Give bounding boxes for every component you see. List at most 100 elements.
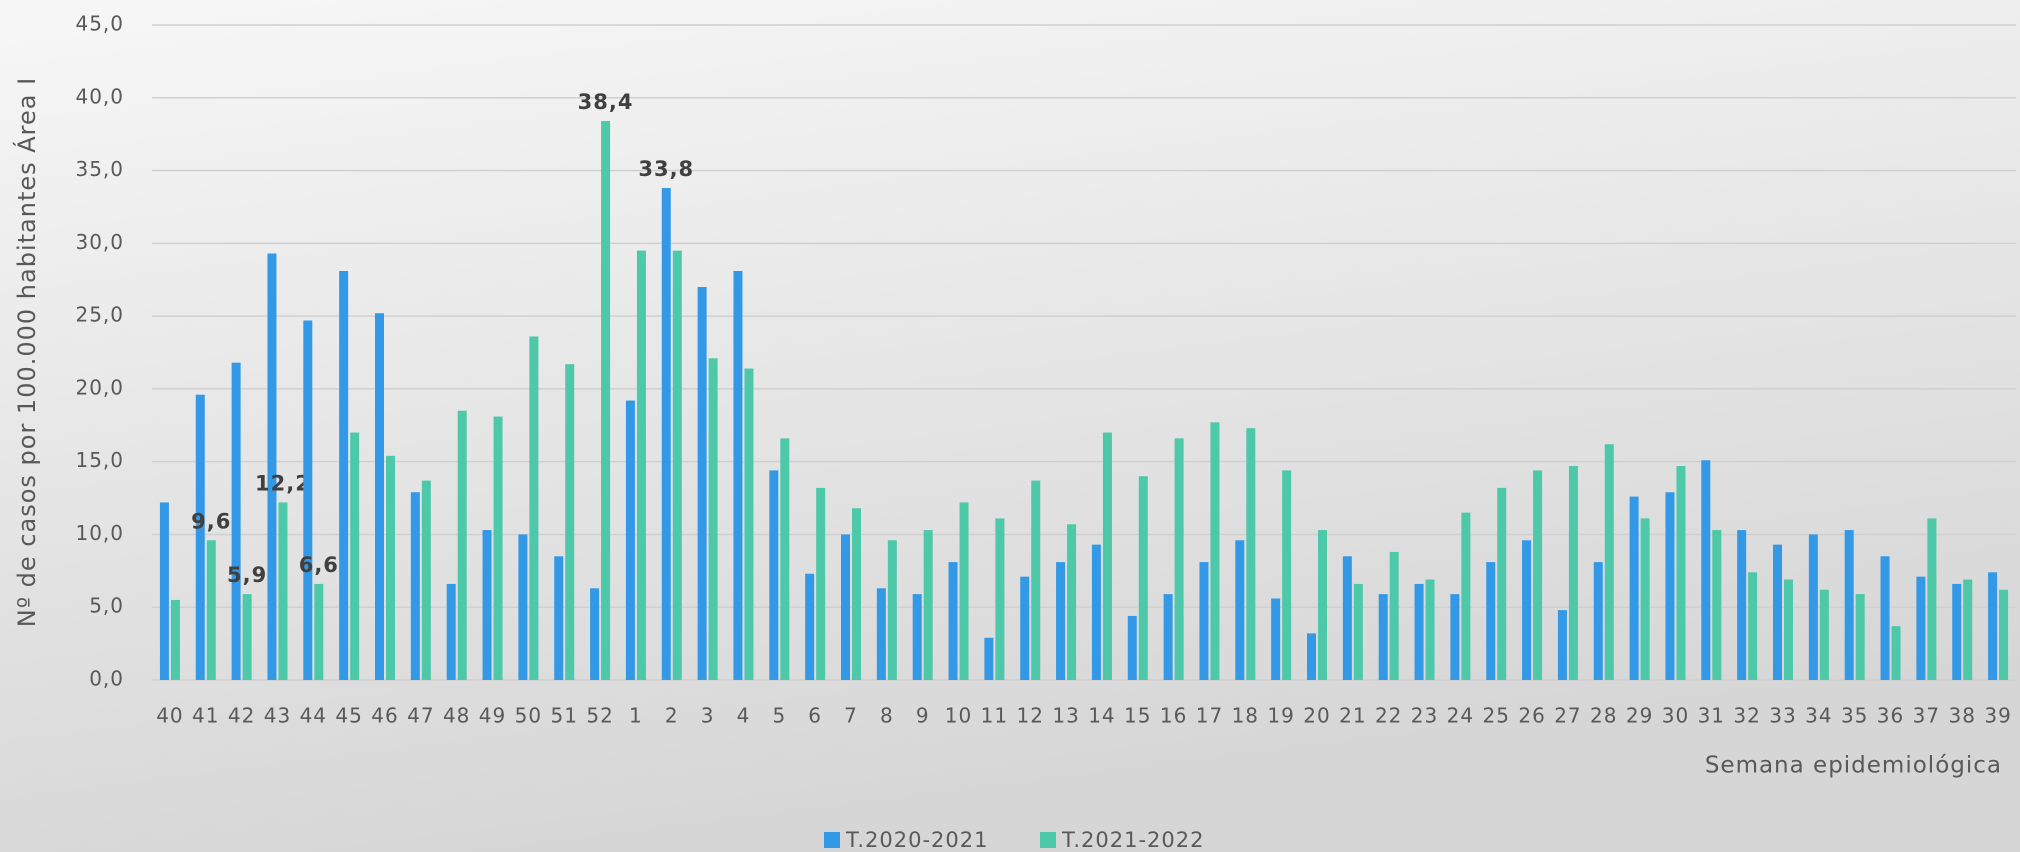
bar [339,270,349,680]
bar [1557,610,1567,680]
y-tick-label: 45,0 [75,12,124,36]
x-tick-label: 49 [479,704,506,728]
x-tick-label: 37 [1913,704,1940,728]
x-tick-label: 8 [880,704,894,728]
x-tick-label: 46 [371,704,398,728]
bar [1091,544,1101,680]
x-tick-label: 21 [1339,704,1366,728]
bar [1891,626,1901,680]
data-label: 5,9 [227,563,267,587]
y-tick-label: 25,0 [75,303,124,327]
bar [1880,556,1890,680]
bar [1235,540,1245,680]
x-tick-label: 11 [981,704,1008,728]
bar [314,583,324,680]
x-tick-label: 45 [335,704,362,728]
bar [1522,540,1532,680]
bar [816,487,826,680]
bar [636,250,646,680]
bar [1056,562,1066,680]
bar [195,394,205,680]
bar [1425,579,1435,680]
bar [1819,589,1829,680]
bar [1497,487,1507,680]
legend-swatch [1040,832,1056,848]
x-tick-label: 14 [1088,704,1115,728]
data-label: 9,6 [191,509,231,533]
x-tick-label: 15 [1124,704,1151,728]
bar [386,455,395,680]
x-axis-title: Semana epidemiológica [1705,753,2002,779]
bar [708,358,718,680]
x-tick-label: 41 [192,704,219,728]
bar [1927,518,1937,680]
bar [1378,594,1388,680]
x-tick-label: 48 [443,704,470,728]
x-tick-label: 27 [1554,704,1581,728]
x-tick-label: 17 [1196,704,1223,728]
bar [170,599,180,680]
bar [278,502,288,680]
x-tick-label: 44 [300,704,327,728]
bar [1963,579,1973,680]
x-tick-label: 7 [844,704,858,728]
bar [350,432,360,680]
x-tick-label: 25 [1483,704,1510,728]
x-tick-label: 42 [228,704,255,728]
bar [206,540,216,680]
bar [841,534,850,680]
bar [1784,579,1793,680]
bar [733,270,743,680]
x-tick-label: 40 [156,704,183,728]
bar [1952,583,1962,680]
bar [959,502,969,680]
bar [923,530,933,680]
bar [1486,562,1496,680]
bar [518,534,528,680]
legend-swatch [824,832,840,848]
bar [1855,594,1865,680]
bar [375,313,384,680]
x-tick-label: 1 [629,704,643,728]
x-tick-label: 16 [1160,704,1187,728]
bar [1844,530,1854,680]
x-tick-label: 26 [1518,704,1545,728]
x-tick-label: 30 [1662,704,1689,728]
x-tick-label: 43 [264,704,291,728]
x-tick-label: 24 [1447,704,1474,728]
bar [1020,576,1030,680]
data-label: 6,6 [299,553,339,577]
bar [1199,562,1209,680]
x-tick-label: 51 [551,704,578,728]
legend-label: T.2021-2022 [1061,828,1204,852]
bar [1414,583,1424,680]
x-tick-label: 5 [772,704,786,728]
bar [1102,432,1112,680]
bar [159,502,169,680]
bar [1988,572,1998,680]
y-tick-label: 5,0 [89,594,124,618]
bar [1307,633,1316,680]
bar [1533,470,1543,680]
y-tick-label: 40,0 [75,84,124,108]
bar [876,588,886,680]
bar [697,287,707,680]
bar [744,368,754,680]
bar [1353,583,1363,680]
bar [672,250,682,680]
bar [1246,428,1256,680]
x-tick-label: 2 [665,704,679,728]
bar [482,530,492,680]
x-tick-label: 6 [808,704,822,728]
x-tick-label: 52 [586,704,613,728]
x-tick-label: 10 [945,704,972,728]
bar [1210,422,1220,680]
bar [529,336,539,680]
bar [231,362,241,680]
x-tick-label: 29 [1626,704,1653,728]
bar [1748,572,1758,680]
x-tick-label: 35 [1841,704,1868,728]
x-tick-label: 47 [407,704,434,728]
